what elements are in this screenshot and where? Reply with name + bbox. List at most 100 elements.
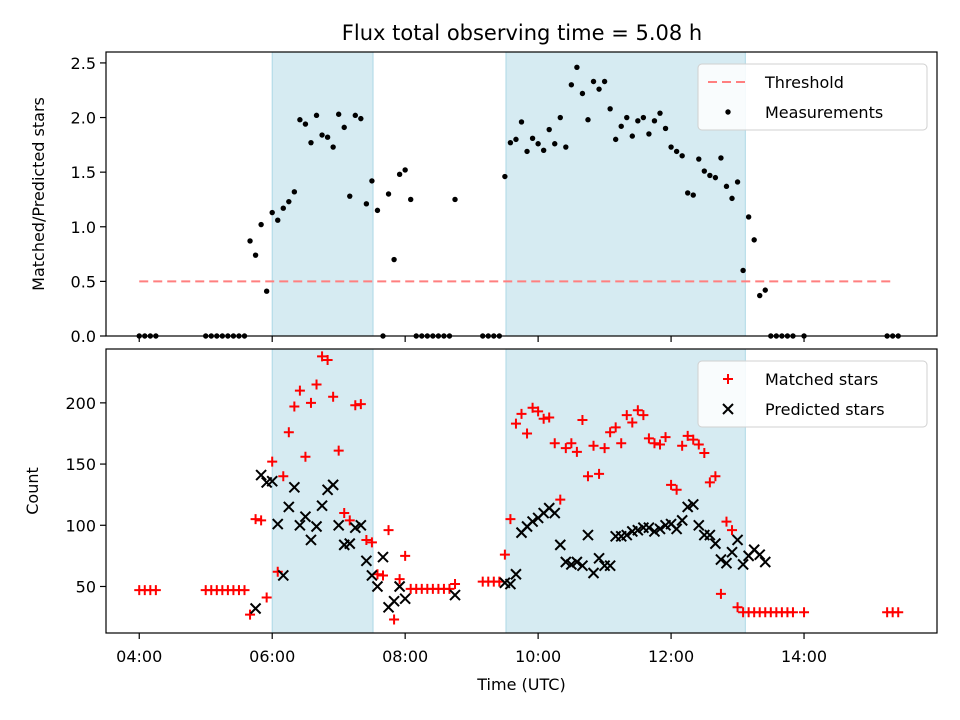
matched-star-point	[305, 397, 316, 408]
matched-star-point	[261, 592, 272, 603]
matched-star-point	[544, 412, 555, 423]
matched-star-point	[643, 433, 654, 444]
measurement-point	[640, 114, 647, 121]
measurement-point	[341, 124, 347, 131]
shaded-interval	[271, 348, 374, 634]
measurement-point	[535, 141, 541, 147]
measurement-point	[252, 252, 259, 258]
matched-star-point	[787, 607, 798, 618]
measurement-point	[507, 139, 514, 146]
measurement-point	[369, 178, 375, 184]
matched-star-point	[256, 515, 267, 526]
matched-star-point	[361, 534, 372, 545]
matched-star-point	[289, 401, 300, 412]
matched-star-point	[300, 451, 311, 462]
measurement-point	[590, 78, 597, 85]
predicted-star-point	[316, 499, 328, 512]
predicted-star-point	[587, 567, 600, 579]
matched-star-point	[389, 614, 400, 625]
predicted-star-point	[305, 534, 317, 546]
y-tick-label: 0.5	[71, 272, 96, 291]
matched-star-point	[333, 445, 344, 456]
measurement-point	[513, 136, 519, 143]
x-tick-label: 06:00	[249, 647, 295, 666]
predicted-star-point	[715, 553, 727, 566]
y-tick-label: 0.0	[71, 327, 96, 346]
matched-star-point	[710, 471, 721, 482]
matched-star-point	[294, 385, 305, 396]
matched-star-point	[538, 413, 549, 424]
matched-star-point	[893, 607, 904, 618]
predicted-star-point	[272, 518, 284, 530]
measurement-point	[269, 209, 275, 216]
measurement-point	[280, 205, 286, 211]
predicted-star-point	[693, 519, 705, 531]
y-tick-label: 100	[65, 516, 96, 535]
matched-star-point	[671, 484, 682, 495]
measurement-point	[751, 237, 757, 243]
predicted-star-point	[582, 529, 594, 541]
measurement-point	[302, 121, 309, 127]
measurement-point	[247, 238, 253, 244]
predicted-star-point	[571, 556, 583, 568]
predicted-star-point	[449, 589, 461, 601]
predicted-star-point	[366, 569, 378, 582]
predicted-star-point	[344, 537, 356, 550]
measurement-point	[662, 125, 669, 132]
predicted-star-point	[704, 529, 716, 541]
predicted-star-point	[726, 546, 738, 558]
x-tick-label: 04:00	[116, 647, 162, 666]
matched-star-point	[150, 585, 161, 596]
measurement-point	[685, 190, 691, 196]
measurement-point	[352, 112, 358, 119]
measurement-point	[757, 292, 763, 299]
measurement-point	[518, 119, 525, 125]
matched-star-point	[344, 515, 355, 526]
x-axis-label: Time (UTC)	[476, 675, 565, 694]
matched-star-point	[605, 427, 616, 438]
measurement-point	[286, 198, 292, 205]
measurement-point	[408, 196, 414, 203]
measurement-point	[529, 135, 536, 141]
legend-label: Predicted stars	[765, 400, 885, 419]
measurement-point	[297, 117, 303, 123]
measurement-point	[679, 153, 685, 159]
measurement-point	[502, 173, 508, 180]
matched-star-point	[272, 566, 283, 577]
measurement-point	[308, 139, 314, 146]
measurement-point	[585, 117, 591, 123]
measurement-point	[263, 288, 270, 294]
matched-star-point	[450, 579, 461, 590]
axes-frame	[105, 51, 938, 337]
measurement-point	[557, 114, 563, 121]
measurement-point	[612, 136, 619, 143]
predicted-star-point	[526, 515, 539, 528]
top-panel: 0.0 0.5 1.0 1.5 2.0 2.5 Matched/Predicted star…	[29, 51, 938, 346]
legend-label: Threshold	[764, 73, 844, 92]
measurement-point	[635, 118, 641, 124]
predicted-star-point	[388, 595, 400, 607]
measurement-point	[396, 171, 403, 178]
legend-label: Measurements	[765, 103, 883, 122]
measurement-point	[546, 126, 552, 133]
matched-star-point	[350, 400, 361, 411]
measurement-point	[690, 192, 696, 198]
matched-star-point	[610, 422, 621, 433]
measurement-point	[335, 111, 342, 117]
predicted-star-point	[621, 529, 633, 541]
axes-frame	[105, 348, 938, 634]
measurement-point	[696, 156, 702, 162]
matched-star-point	[516, 408, 527, 419]
predicted-star-point	[399, 593, 411, 605]
matched-star-point	[715, 588, 726, 599]
x-tick-label: 12:00	[648, 647, 694, 666]
predicted-star-point	[310, 520, 323, 533]
legend-label: Matched stars	[765, 370, 878, 389]
measurement-point	[347, 193, 353, 199]
x-tick-label: 10:00	[515, 647, 561, 666]
bottom-panel: 50 100 150 200 04:00 06:00 08:00 10:00 12:00 14:0…	[23, 348, 938, 694]
measurement-point	[601, 78, 608, 85]
measurement-point	[734, 179, 741, 185]
predicted-star-point	[549, 507, 561, 519]
legend-box	[697, 360, 928, 428]
